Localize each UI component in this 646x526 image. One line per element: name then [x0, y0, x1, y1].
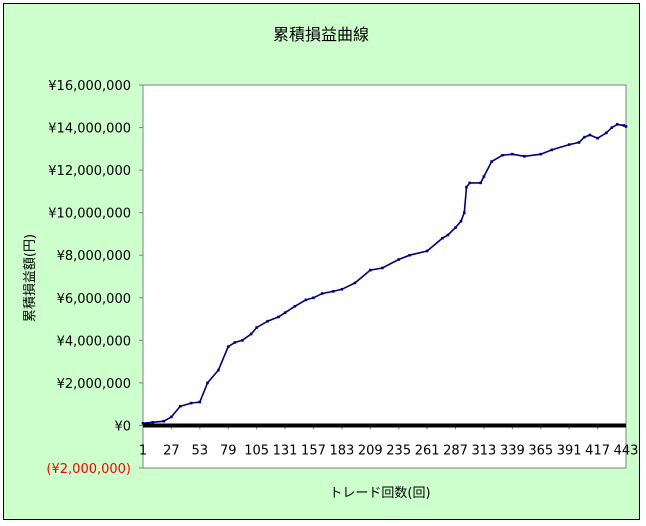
y-tick-label: ¥14,000,000: [48, 122, 131, 137]
x-tick-label: 209: [358, 443, 383, 458]
series-point: [583, 135, 586, 139]
x-tick-label: 313: [472, 443, 497, 458]
series-point: [539, 152, 543, 156]
x-tick-label: 339: [500, 443, 525, 458]
y-tick-label: ¥12,000,000: [48, 164, 131, 179]
series-point: [162, 419, 166, 423]
x-tick-label: 105: [244, 443, 269, 458]
series-point: [189, 401, 193, 405]
x-tick-label: 235: [386, 443, 411, 458]
series-point: [340, 287, 344, 291]
series-point: [482, 175, 486, 178]
x-tick-label: 391: [557, 443, 582, 458]
x-tick-label: 157: [301, 443, 326, 458]
series-point: [511, 152, 514, 156]
x-tick-label: 183: [329, 443, 354, 458]
x-tick-label: 443: [614, 443, 639, 458]
series-point: [141, 422, 145, 425]
series-point: [217, 368, 220, 372]
series-point: [226, 345, 230, 349]
series-point: [331, 290, 335, 293]
series-point: [178, 404, 182, 408]
y-tick-label: ¥6,000,000: [57, 292, 131, 307]
series-point: [605, 131, 608, 135]
plot-area: [142, 84, 627, 469]
series-point: [206, 381, 209, 385]
series-point: [441, 236, 444, 240]
x-tick-label: 365: [528, 443, 553, 458]
y-axis-ticks: ¥16,000,000 ¥14,000,000 ¥12,000,000 ¥10,000…: [46, 79, 143, 477]
series-point: [465, 185, 468, 189]
series-point: [170, 415, 173, 419]
series-point: [425, 249, 429, 253]
x-tick-label: 417: [585, 443, 610, 458]
series-point: [462, 211, 466, 214]
series-group: [141, 123, 628, 428]
series-point: [233, 341, 237, 344]
series-point: [446, 233, 450, 237]
series-point: [479, 181, 482, 185]
series-point: [266, 319, 269, 323]
series-point: [615, 123, 619, 126]
series-point: [277, 315, 280, 319]
x-tick-label: 287: [443, 443, 468, 458]
series-point: [368, 268, 372, 272]
series-point: [353, 281, 357, 285]
series-point: [320, 292, 324, 295]
series-point: [490, 160, 493, 163]
y-tick-label: ¥8,000,000: [57, 249, 131, 264]
series-point: [151, 420, 155, 424]
series-point: [198, 400, 202, 404]
series-point: [622, 124, 626, 127]
y-tick-label: ¥4,000,000: [57, 334, 131, 349]
x-tick-label: 79: [220, 443, 237, 458]
series-point: [241, 339, 244, 342]
y-tick-label: ¥0: [114, 419, 131, 434]
series-point: [381, 266, 384, 270]
x-tick-label: 261: [415, 443, 440, 458]
series-point: [610, 126, 614, 129]
y-tick-label: ¥10,000,000: [48, 207, 131, 222]
y-tick-label: ¥2,000,000: [57, 377, 131, 392]
y-tick-label: ¥16,000,000: [48, 79, 131, 94]
series-point: [312, 296, 315, 300]
chart-title: 累積損益曲線: [273, 25, 369, 44]
series-point: [550, 148, 553, 152]
series-point: [304, 298, 308, 302]
series-point: [249, 332, 253, 336]
x-tick-label: 27: [163, 443, 180, 458]
y-axis-label: 累積損益額(円): [23, 234, 38, 322]
series-point: [501, 153, 504, 157]
x-tick-label: 1: [139, 443, 147, 458]
x-axis-label: トレード回数(回): [329, 486, 430, 501]
x-tick-label: 53: [192, 443, 209, 458]
series-point: [283, 311, 287, 314]
series-point: [596, 136, 599, 140]
series-point: [577, 141, 581, 144]
series-point: [523, 154, 526, 158]
series-point: [459, 219, 463, 223]
series-point: [588, 133, 592, 137]
series-point: [567, 143, 571, 146]
x-axis-ticks: 1 27 53 79 105 131 157 183 209 235 261 287 313 339 365…: [139, 425, 639, 458]
series-point: [293, 304, 297, 308]
x-tick-label: 131: [273, 443, 298, 458]
series-line-cumulative: [142, 123, 627, 425]
series-point: [255, 326, 258, 329]
series-point: [397, 258, 401, 261]
series-point: [624, 125, 628, 128]
series-point: [454, 226, 457, 229]
y-tick-label: (¥2,000,000): [46, 462, 131, 477]
series-point: [468, 181, 472, 185]
series-point: [408, 253, 411, 257]
